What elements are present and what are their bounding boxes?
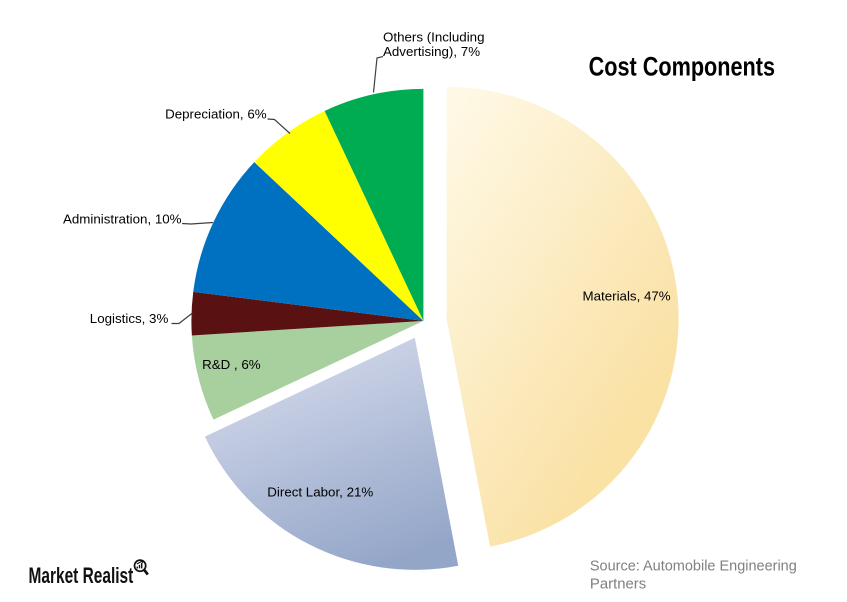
svg-text:Administration, 10%: Administration, 10% [63,212,182,227]
svg-text:Market Realist: Market Realist [29,563,134,588]
svg-text:Depreciation, 6%: Depreciation, 6% [165,107,267,122]
svg-text:Partners: Partners [590,576,646,592]
svg-text:Cost Components: Cost Components [589,50,775,81]
svg-text:Others (Including: Others (Including [383,29,485,44]
svg-text:R&D , 6%: R&D , 6% [202,357,261,372]
svg-text:Source: Automobile Engineering: Source: Automobile Engineering [590,558,797,574]
svg-text:Direct Labor, 21%: Direct Labor, 21% [267,484,373,499]
svg-text:Materials, 47%: Materials, 47% [583,289,671,304]
svg-text:Logistics, 3%: Logistics, 3% [90,311,169,326]
svg-text:Advertising), 7%: Advertising), 7% [383,44,480,59]
